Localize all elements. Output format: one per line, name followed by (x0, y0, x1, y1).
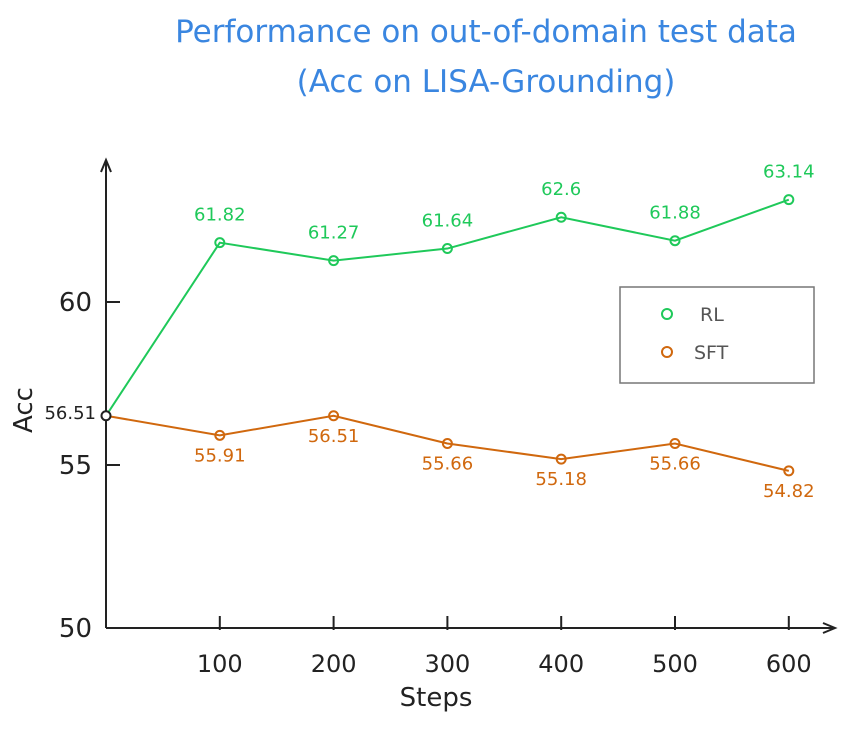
y-tick-label: 60 (59, 288, 92, 318)
series-line-sft (105, 414, 790, 472)
data-label-sft: 55.66 (649, 453, 701, 474)
x-tick-label: 300 (424, 650, 470, 678)
data-label-rl: 61.82 (194, 205, 246, 226)
data-label-sft: 54.82 (763, 481, 815, 502)
x-tick-label: 400 (538, 650, 584, 678)
data-point-rl (669, 235, 681, 247)
x-tick-label: 600 (766, 650, 812, 678)
data-point-rl (555, 211, 567, 223)
x-tick-label: 100 (197, 650, 243, 678)
data-label-sft: 55.91 (194, 445, 246, 466)
data-point-sft (555, 453, 567, 465)
data-label-rl: 62.6 (541, 179, 581, 200)
chart-subtitle: (Acc on LISA-Grounding) (297, 64, 676, 100)
start-point (100, 410, 112, 422)
legend-box (619, 286, 815, 384)
chart-title: Performance on out-of-domain test data (175, 14, 797, 50)
y-tick-label: 55 (59, 451, 92, 481)
data-point-sft (214, 429, 226, 441)
data-label-rl: 61.27 (308, 223, 360, 244)
legend-label-rl: RL (700, 304, 724, 326)
start-value-label: 56.51 (44, 403, 96, 424)
y-axis-arrow (100, 157, 112, 173)
data-label-rl: 61.88 (649, 203, 701, 224)
y-axis-label: Acc (9, 387, 39, 433)
data-point-sft (328, 410, 340, 422)
data-point-sft (783, 465, 795, 477)
data-point-sft (669, 437, 681, 449)
legend: RL SFT (619, 286, 815, 384)
data-label-sft: 56.51 (308, 426, 360, 447)
data-label-sft: 55.66 (422, 453, 474, 474)
legend-label-sft: SFT (694, 342, 729, 364)
data-label-sft: 55.18 (535, 469, 587, 490)
x-tick-label: 200 (311, 650, 357, 678)
data-point-rl (783, 194, 795, 206)
data-point-rl (214, 237, 226, 249)
data-label-rl: 61.64 (422, 211, 474, 232)
data-label-rl: 63.14 (763, 162, 815, 183)
legend-marker-rl (661, 308, 673, 320)
x-axis-label: Steps (400, 683, 473, 713)
data-point-sft (441, 437, 453, 449)
x-tick-label: 500 (652, 650, 698, 678)
legend-marker-sft (661, 346, 673, 358)
data-point-rl (441, 243, 453, 255)
x-axis-arrow (822, 622, 838, 634)
series-line-rl (105, 198, 790, 417)
y-tick-label: 50 (59, 614, 92, 644)
data-point-rl (328, 255, 340, 267)
